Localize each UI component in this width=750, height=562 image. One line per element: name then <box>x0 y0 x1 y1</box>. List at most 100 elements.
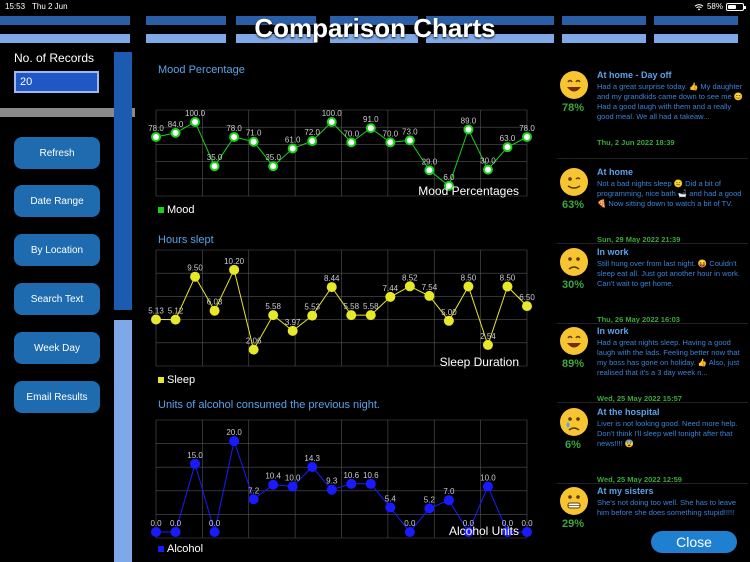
status-date: Thu 2 Jun <box>32 2 68 11</box>
data-label: 84.0 <box>168 120 184 129</box>
data-point <box>229 131 240 142</box>
cry-emoji-icon <box>559 407 589 437</box>
sidebar-strip-dark <box>114 52 132 310</box>
data-label: 5.4 <box>385 494 397 503</box>
entry-title: In work <box>597 247 629 257</box>
data-label: 0.0 <box>404 519 416 528</box>
date-range-button[interactable]: Date Range <box>14 185 100 217</box>
entry-title: At the hospital <box>597 407 660 417</box>
entry-title: At my sisters <box>597 486 654 496</box>
entry-mood-percent: 29% <box>561 518 585 530</box>
entry-item[interactable]: 78% At home - Day off Had a great surprise… <box>553 70 748 159</box>
entry-mood-percent: 30% <box>561 279 585 291</box>
data-point <box>385 291 396 302</box>
grimace-emoji-icon <box>559 486 589 516</box>
data-label: 5.12 <box>168 307 184 316</box>
records-input[interactable] <box>14 71 99 93</box>
data-point <box>385 137 396 148</box>
header-tile <box>146 34 226 43</box>
data-label: 78.0 <box>226 124 242 133</box>
header-tile <box>0 34 130 43</box>
entry-divider <box>557 323 748 324</box>
divider-bar <box>0 108 135 117</box>
header-tile <box>330 34 418 43</box>
data-point <box>287 481 298 492</box>
entry-divider <box>557 402 748 403</box>
data-label: 7.44 <box>383 284 399 293</box>
data-point <box>443 495 454 506</box>
entry-body: She's not doing too well. She has to lea… <box>597 498 737 517</box>
email-results-button[interactable]: Email Results <box>14 381 100 413</box>
entry-item[interactable]: 30% In work Still hung over from last nigh… <box>553 247 748 327</box>
data-point <box>190 271 201 282</box>
data-point <box>170 127 181 138</box>
header-tile <box>562 34 646 43</box>
data-point <box>287 143 298 154</box>
data-label: 100.0 <box>185 109 206 118</box>
charts-area: Mood Percentage 78.0 84.0 100.0 35.0 78.0 71.0… <box>145 55 545 560</box>
header-tile <box>146 16 226 25</box>
refresh-button[interactable]: Refresh <box>14 137 100 169</box>
search-text-button[interactable]: Search Text <box>14 283 100 315</box>
status-bar: 15:53 Thu 2 Jun 58% <box>0 0 750 14</box>
data-label: 91.0 <box>363 115 379 124</box>
chart-overlay-label: Sleep Duration <box>440 355 519 369</box>
data-label: 10.20 <box>224 257 245 266</box>
data-point <box>385 502 396 513</box>
data-label: 9.50 <box>187 264 203 273</box>
sidebar-strip-light <box>114 320 132 562</box>
entry-date: Thu, 2 Jun 2022 18:39 <box>597 138 675 147</box>
data-point <box>170 527 181 537</box>
data-label: 10.0 <box>480 474 496 483</box>
data-label: 15.0 <box>187 451 203 460</box>
data-point <box>151 314 161 325</box>
legend-label: Alcohol <box>167 543 203 555</box>
entry-body: Liver is not looking good. Need more hel… <box>597 419 738 448</box>
data-point <box>307 136 318 147</box>
legend-swatch <box>158 207 164 213</box>
entry-body: Still hung over from last night. 😝 Could… <box>597 259 740 288</box>
header-tile <box>470 34 554 43</box>
data-point <box>404 527 415 537</box>
legend-swatch <box>158 377 164 383</box>
data-point <box>463 281 474 292</box>
data-point <box>229 436 240 447</box>
header-tiles <box>0 14 750 46</box>
sad-emoji-icon <box>559 247 589 277</box>
laugh-emoji-icon <box>559 326 589 356</box>
data-point <box>151 527 161 537</box>
data-label: 30.0 <box>480 157 496 166</box>
data-label: 0.0 <box>521 519 533 528</box>
entry-date: Thu, 26 May 2022 16:03 <box>597 315 680 324</box>
by-location-button[interactable]: By Location <box>14 234 100 266</box>
header-tile <box>654 16 738 25</box>
data-label: 7.0 <box>443 487 455 496</box>
week-day-button[interactable]: Week Day <box>14 332 100 364</box>
entry-item[interactable]: 29% At my sisters She's not doing too well… <box>553 486 748 562</box>
close-button[interactable]: Close <box>651 531 737 553</box>
data-label: 89.0 <box>461 116 477 125</box>
entry-divider <box>557 158 748 159</box>
data-point <box>287 325 298 336</box>
entry-date: Sun, 29 May 2022 21:39 <box>597 235 681 244</box>
data-point <box>522 527 532 537</box>
chart-overlay-label: Mood Percentages <box>418 184 519 198</box>
chart-title: Mood Percentage <box>158 64 245 76</box>
data-point <box>522 131 532 142</box>
data-point <box>248 494 259 505</box>
data-label: 35.0 <box>207 153 223 162</box>
data-point <box>229 264 240 275</box>
entry-body: Not a bad nights sleep 😑 Did a bit of pr… <box>597 179 742 208</box>
data-label: 7.54 <box>422 283 438 292</box>
data-label: 0.0 <box>170 519 182 528</box>
wifi-icon <box>694 3 704 10</box>
data-label: 29.0 <box>422 157 438 166</box>
entry-item[interactable]: 63% At home Not a bad nights sleep 😑 Did a… <box>553 167 748 247</box>
data-point <box>307 310 318 321</box>
data-point <box>326 117 337 127</box>
status-time: 15:53 <box>5 2 26 11</box>
entry-item[interactable]: 6% At the hospital Liver is not looking go… <box>553 407 748 487</box>
data-point <box>326 484 337 495</box>
entry-item[interactable]: 89% In work Had a great nights sleep. Havi… <box>553 326 748 406</box>
data-label: 78.0 <box>519 124 535 133</box>
